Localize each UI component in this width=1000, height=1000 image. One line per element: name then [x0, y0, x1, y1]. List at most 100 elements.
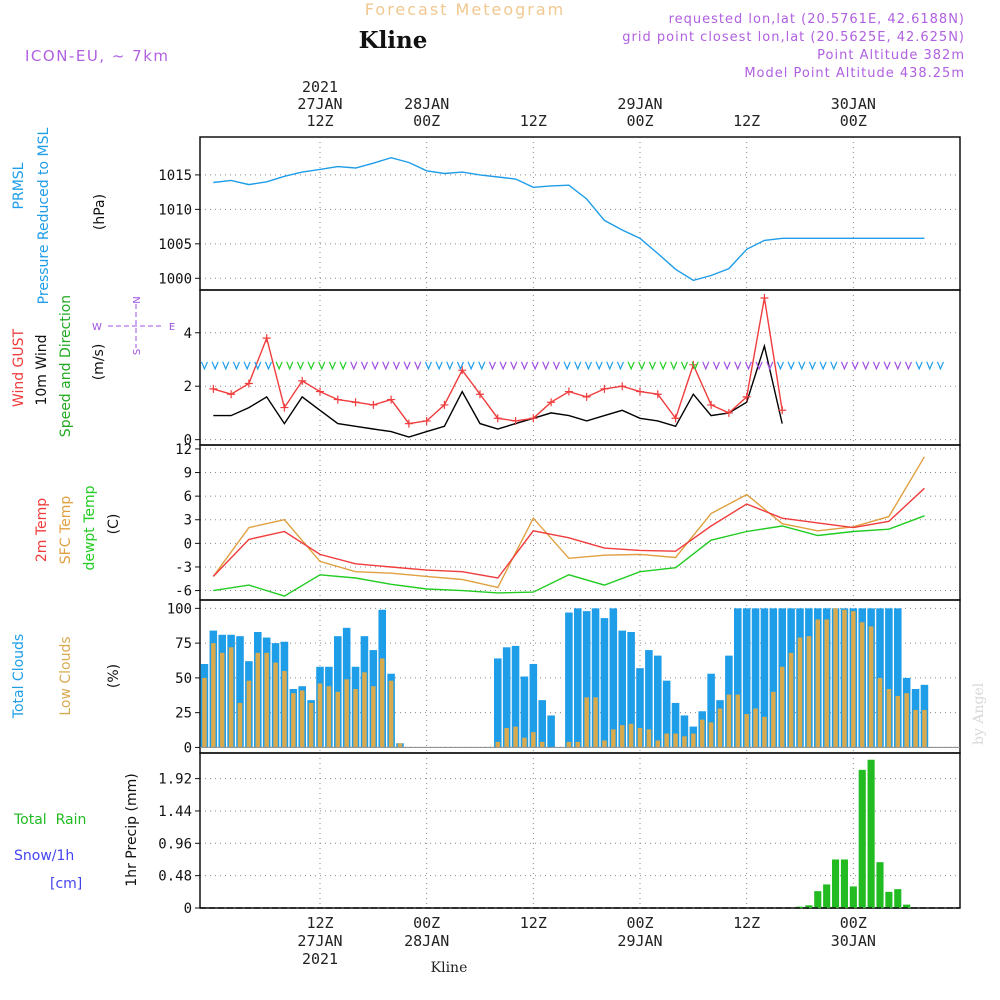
- temp-dew-label: dewpt Temp: [82, 485, 98, 570]
- low-cloud-bar: [637, 727, 643, 748]
- wind-direction-arrow: [232, 361, 240, 371]
- panel-frame: [199, 289, 961, 446]
- low-cloud-bar: [211, 643, 216, 748]
- compass-w: W: [92, 322, 102, 333]
- watermark: by Angel: [971, 682, 987, 745]
- temp-2m-label: 2m Temp: [34, 498, 50, 562]
- total-cloud-bar: [609, 608, 618, 748]
- wind-direction-arrow: [776, 361, 784, 371]
- low-cloud-bar: [717, 708, 723, 748]
- sfc-temp-line: [212, 456, 926, 589]
- wind-direction-arrow: [222, 361, 230, 371]
- y-tick-label: -3: [175, 560, 192, 576]
- time-tick-bottom-year: 2021: [302, 950, 338, 968]
- y-tick-label: 1.92: [158, 772, 192, 788]
- low-cloud-bar: [824, 619, 829, 748]
- wind-direction-arrow: [531, 361, 539, 371]
- total-cloud-bar: [600, 618, 609, 748]
- low-cloud-bar: [904, 693, 909, 748]
- model-name: ICON-EU, ~ 7km: [25, 47, 170, 65]
- precip-axis-label: 1hr Precip (mm): [124, 773, 140, 886]
- gust-marker: [671, 414, 680, 423]
- wind-direction-arrow: [339, 361, 347, 371]
- low-cloud-bar: [895, 695, 901, 748]
- low-cloud-bar: [602, 740, 607, 748]
- low-cloud-bar: [913, 709, 918, 748]
- total-cloud-bar: [654, 655, 662, 748]
- wind-direction-arrow: [840, 361, 848, 371]
- wind-direction-arrow: [872, 361, 880, 371]
- y-tick-label: 6: [184, 489, 192, 505]
- total-cloud-bar: [894, 608, 902, 748]
- wind-direction-arrow: [670, 361, 678, 371]
- pressure-label-msl: Pressure Reduced to MSL: [36, 127, 52, 304]
- gust-marker: [724, 408, 733, 417]
- low-cloud-bar: [664, 733, 669, 748]
- wind-direction-arrow: [350, 361, 358, 371]
- total-cloud-bar: [742, 608, 751, 748]
- gust-marker: [653, 390, 662, 399]
- precip-labels: Total Rain Snow/1h [cm] 1hr Precip (mm): [13, 773, 140, 892]
- wind-direction-arrow: [243, 361, 251, 371]
- wind-direction-arrow: [296, 361, 304, 371]
- low-cloud-bar: [593, 697, 598, 748]
- time-tick-top-hour: 12Z: [306, 112, 333, 130]
- rain-bar: [867, 759, 875, 908]
- temp-labels: 2m Temp SFC Temp dewpt Temp (C): [34, 485, 122, 570]
- total-cloud-bar: [236, 636, 244, 748]
- wind-panel: 0 2 4: [184, 289, 961, 449]
- wind-direction-arrow: [712, 361, 720, 371]
- total-clouds-label: Total Clouds: [11, 634, 27, 719]
- closest-coords: grid point closest lon,lat (20.5625E, 42…: [622, 30, 965, 45]
- gust-marker: [529, 414, 538, 423]
- panel-frame: [199, 136, 961, 291]
- total-cloud-bar: [511, 645, 520, 748]
- wind-direction-arrow: [830, 361, 838, 371]
- wind-direction-arrow: [702, 361, 710, 371]
- gust-marker: [476, 390, 484, 399]
- clouds-panel: 0 25 50 75 100: [167, 599, 961, 756]
- time-tick-top-hour: 12Z: [733, 112, 760, 130]
- rain-bar: [894, 889, 902, 908]
- y-tick-label: 1010: [158, 202, 192, 218]
- low-cloud-bar: [851, 611, 856, 748]
- low-cloud-bar: [246, 680, 252, 748]
- rain-bar: [823, 884, 831, 908]
- low-cloud-bar: [815, 619, 821, 748]
- total-cloud-bar: [547, 715, 555, 748]
- total-cloud-bar: [520, 676, 529, 748]
- total-cloud-bar: [734, 608, 742, 748]
- requested-coords: requested lon,lat (20.5761E, 42.6188N): [669, 12, 965, 27]
- time-tick-top-year: 2021: [302, 78, 338, 96]
- pressure-labels: PRMSL Pressure Reduced to MSL (hPa): [11, 127, 108, 304]
- low-cloud-bar: [522, 737, 527, 748]
- rain-bar: [858, 769, 866, 908]
- gust-marker: [422, 416, 431, 425]
- total-cloud-bar: [618, 630, 626, 748]
- wind-unit: (m/s): [91, 344, 107, 381]
- wind-direction-arrow: [520, 361, 528, 371]
- gust-marker: [369, 400, 378, 409]
- low-cloud-bar: [842, 609, 847, 748]
- compass-rose: N S W E: [92, 296, 175, 355]
- total-cloud-bar: [565, 612, 573, 748]
- total-cloud-bar: [591, 608, 600, 748]
- time-tick-top-date: 28JAN: [404, 95, 449, 113]
- low-cloud-bar: [762, 716, 767, 748]
- low-cloud-bar: [362, 672, 367, 748]
- time-tick-bottom-date: 28JAN: [404, 932, 449, 950]
- wind-dir-label: Speed and Direction: [58, 295, 74, 437]
- wind-direction-arrow: [542, 361, 550, 371]
- wind-direction-arrow: [414, 361, 422, 371]
- wind-direction-arrow: [574, 361, 582, 371]
- wind-direction-arrow: [360, 361, 368, 371]
- low-cloud-bar: [397, 743, 403, 748]
- rain-bar: [840, 859, 848, 908]
- wind-direction-arrow: [819, 361, 827, 371]
- y-tick-label: 50: [175, 671, 192, 687]
- wind-direction-arrow: [456, 361, 464, 371]
- wind-direction-arrow: [904, 361, 912, 371]
- low-cloud-bar: [388, 680, 394, 748]
- y-tick-label: 75: [175, 636, 192, 652]
- pressure-line: [213, 156, 925, 282]
